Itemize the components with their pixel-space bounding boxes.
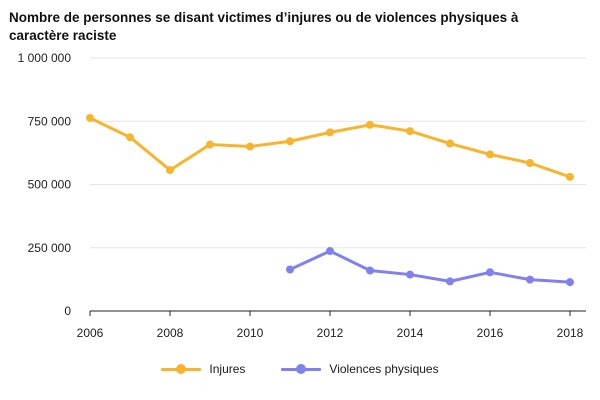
x-tick-label: 2016	[477, 326, 504, 340]
legend-label-injures: Injures	[209, 362, 246, 376]
legend-label-violences-physiques: Violences physiques	[329, 362, 439, 376]
x-tick-label: 2010	[237, 326, 264, 340]
data-point-injures	[406, 127, 414, 136]
data-point-injures	[326, 128, 334, 137]
data-point-injures	[366, 120, 374, 129]
data-point-injures	[566, 172, 574, 181]
data-point-injures	[286, 137, 294, 146]
y-tick-label: 0	[64, 304, 71, 318]
x-tick-label: 2014	[397, 326, 424, 340]
legend: Injures Violences physiques	[0, 362, 600, 376]
tick-labels: 0 250 000 500 000 750 000 1 000 000 2006 2008 2…	[18, 51, 584, 340]
axes	[89, 310, 586, 316]
data-point-violences-physiques	[406, 270, 414, 279]
data-point-violences-physiques	[446, 277, 454, 286]
legend-swatch-injures	[161, 363, 202, 375]
data-point-violences-physiques	[366, 266, 374, 275]
data-point-injures	[526, 158, 534, 167]
data-point-injures	[246, 142, 254, 151]
x-tick-label: 2008	[157, 326, 184, 340]
data-point-violences-physiques	[526, 275, 534, 284]
x-tick-label: 2018	[557, 326, 584, 340]
data-point-injures	[486, 150, 494, 159]
series-line-violences-physiques	[288, 249, 572, 284]
series-lines	[86, 113, 574, 287]
data-point-violences-physiques	[326, 247, 334, 256]
y-tick-label: 750 000	[28, 114, 72, 128]
y-tick-label: 500 000	[28, 178, 72, 192]
x-tick-label: 2012	[317, 326, 344, 340]
chart-title: Nombre de personnes se disant victimes d…	[9, 10, 519, 43]
legend-swatch-violences-physiques	[281, 363, 322, 375]
legend-item-injures[interactable]: Injures	[161, 362, 245, 376]
y-tick-label: 1 000 000	[18, 51, 72, 65]
series-line-injures	[88, 116, 572, 179]
data-point-injures	[126, 133, 134, 142]
data-point-injures	[86, 113, 94, 122]
y-tick-label: 250 000	[28, 241, 72, 255]
data-point-injures	[166, 166, 174, 175]
data-point-violences-physiques	[486, 268, 494, 277]
data-point-violences-physiques	[566, 278, 574, 287]
data-point-violences-physiques	[286, 265, 294, 274]
x-tick-label: 2006	[77, 326, 104, 340]
data-point-injures	[446, 139, 454, 148]
data-point-injures	[206, 140, 214, 149]
gridlines	[90, 57, 586, 249]
legend-item-violences-physiques[interactable]: Violences physiques	[281, 362, 439, 376]
